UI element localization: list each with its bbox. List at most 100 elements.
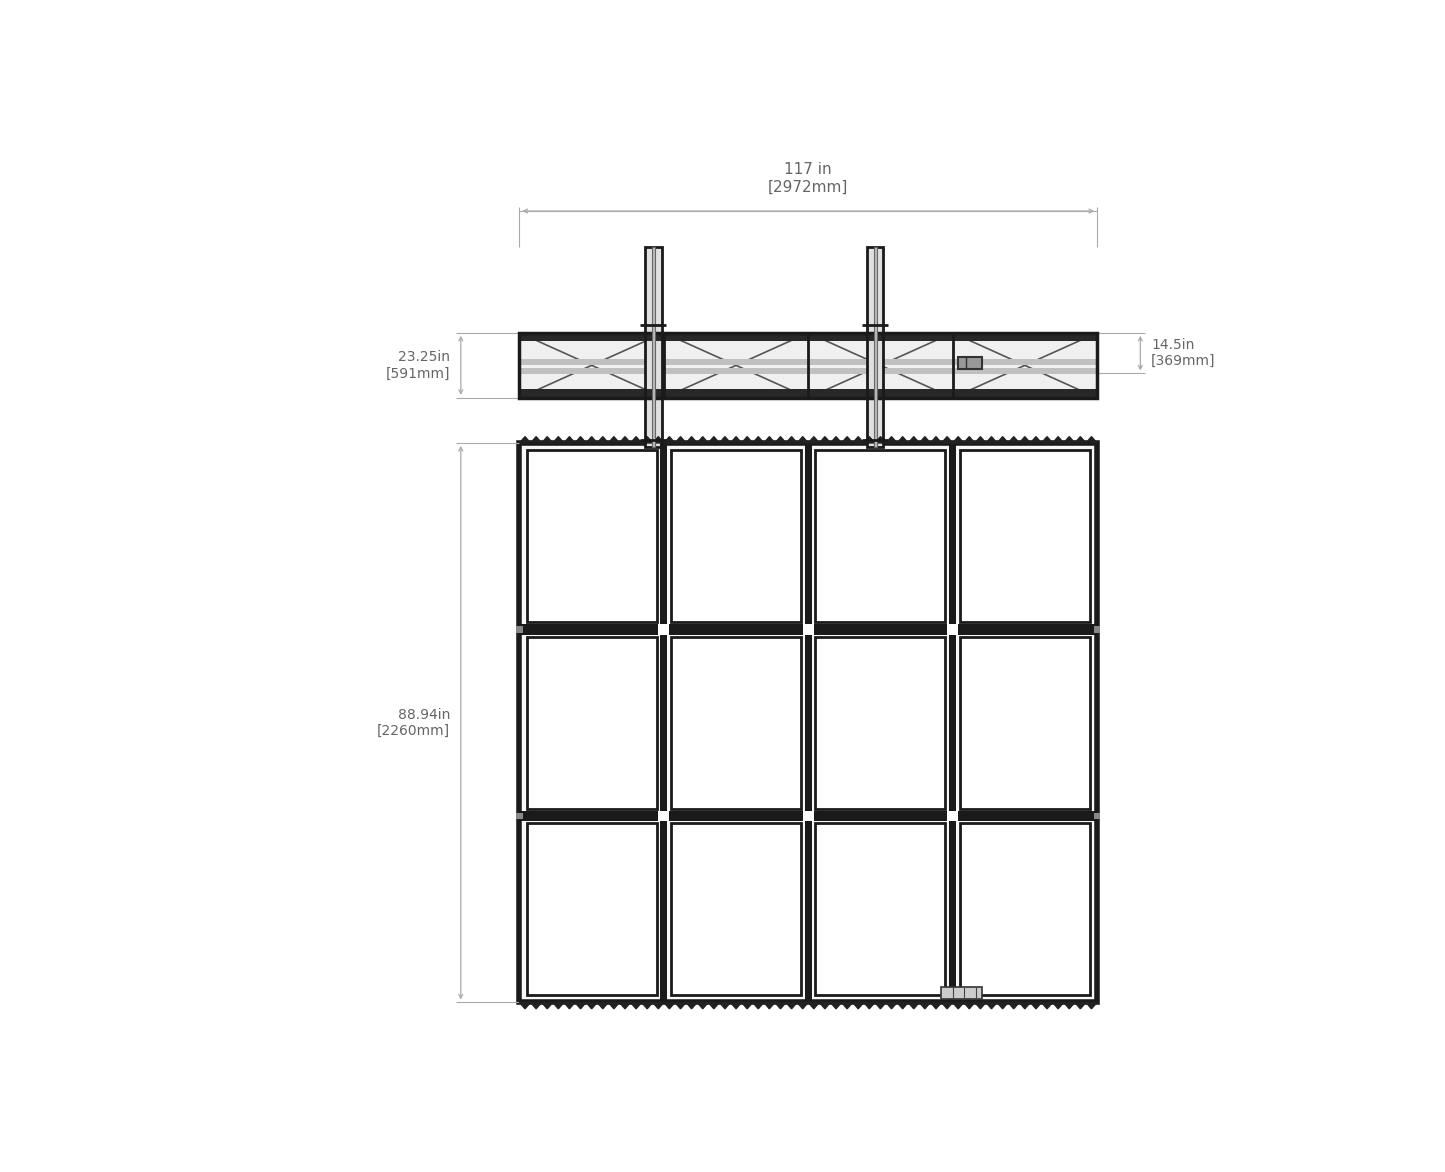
Polygon shape	[831, 1002, 841, 1009]
Polygon shape	[731, 437, 741, 443]
Polygon shape	[1087, 437, 1097, 443]
Polygon shape	[696, 1002, 708, 1009]
Bar	[519, 333, 1097, 397]
Bar	[670, 450, 801, 622]
Polygon shape	[653, 1002, 663, 1009]
Polygon shape	[1042, 437, 1052, 443]
Bar	[519, 333, 1097, 397]
Polygon shape	[696, 437, 708, 443]
Bar	[959, 823, 1090, 995]
Polygon shape	[853, 1002, 864, 1009]
Polygon shape	[1064, 1002, 1075, 1009]
Polygon shape	[720, 1002, 731, 1009]
Polygon shape	[553, 1002, 564, 1009]
Bar	[526, 450, 656, 622]
Bar	[519, 443, 1097, 1002]
Polygon shape	[663, 437, 675, 443]
Polygon shape	[975, 437, 985, 443]
Polygon shape	[630, 1002, 642, 1009]
Bar	[1094, 626, 1100, 633]
Polygon shape	[1030, 437, 1042, 443]
Bar	[670, 636, 801, 809]
Polygon shape	[1064, 437, 1075, 443]
Polygon shape	[597, 437, 608, 443]
Bar	[660, 443, 668, 1002]
Polygon shape	[663, 1002, 675, 1009]
Polygon shape	[1019, 437, 1030, 443]
Polygon shape	[575, 1002, 587, 1009]
Polygon shape	[519, 437, 530, 443]
Bar	[519, 368, 1097, 374]
Bar	[519, 389, 1097, 397]
Polygon shape	[886, 1002, 897, 1009]
Bar	[815, 823, 945, 995]
Polygon shape	[587, 1002, 597, 1009]
Polygon shape	[942, 437, 952, 443]
Bar	[867, 247, 883, 448]
Bar	[519, 333, 1097, 341]
Bar	[941, 987, 981, 999]
Bar	[659, 624, 669, 635]
Bar	[646, 247, 662, 448]
Polygon shape	[819, 1002, 831, 1009]
Polygon shape	[675, 1002, 686, 1009]
Polygon shape	[985, 437, 997, 443]
Polygon shape	[919, 437, 931, 443]
Bar	[805, 443, 812, 1002]
Polygon shape	[775, 437, 786, 443]
Polygon shape	[841, 1002, 853, 1009]
Bar	[516, 626, 523, 633]
Polygon shape	[741, 1002, 753, 1009]
Bar	[874, 247, 877, 448]
Bar	[526, 636, 656, 809]
Bar	[1094, 813, 1100, 819]
Bar	[803, 811, 814, 822]
Text: 23.25in
[591mm]: 23.25in [591mm]	[386, 350, 449, 381]
Polygon shape	[798, 437, 808, 443]
Polygon shape	[1009, 437, 1019, 443]
Bar	[519, 811, 1097, 822]
Polygon shape	[819, 437, 831, 443]
Polygon shape	[975, 1002, 985, 1009]
Bar	[959, 450, 1090, 622]
Polygon shape	[808, 1002, 819, 1009]
Polygon shape	[909, 1002, 919, 1009]
Polygon shape	[897, 1002, 909, 1009]
Polygon shape	[919, 1002, 931, 1009]
Polygon shape	[1019, 1002, 1030, 1009]
Polygon shape	[1052, 1002, 1064, 1009]
Polygon shape	[597, 1002, 608, 1009]
Polygon shape	[864, 437, 874, 443]
Polygon shape	[798, 1002, 808, 1009]
Bar	[670, 823, 801, 995]
Polygon shape	[587, 437, 597, 443]
Bar	[646, 247, 662, 448]
Bar	[959, 636, 1090, 809]
Polygon shape	[530, 437, 542, 443]
Polygon shape	[775, 1002, 786, 1009]
Polygon shape	[764, 437, 775, 443]
Polygon shape	[1087, 1002, 1097, 1009]
Polygon shape	[886, 437, 897, 443]
Polygon shape	[653, 437, 663, 443]
Polygon shape	[909, 437, 919, 443]
Polygon shape	[874, 437, 886, 443]
Bar	[516, 813, 523, 819]
Polygon shape	[985, 1002, 997, 1009]
Polygon shape	[831, 437, 841, 443]
Polygon shape	[808, 437, 819, 443]
Polygon shape	[764, 1002, 775, 1009]
Polygon shape	[720, 437, 731, 443]
Polygon shape	[542, 437, 553, 443]
Bar	[519, 359, 1097, 366]
Polygon shape	[1052, 437, 1064, 443]
Polygon shape	[542, 1002, 553, 1009]
Bar	[519, 624, 1097, 635]
Polygon shape	[1075, 437, 1087, 443]
Bar	[652, 247, 655, 448]
Polygon shape	[753, 437, 764, 443]
Polygon shape	[997, 437, 1009, 443]
Polygon shape	[630, 437, 642, 443]
Polygon shape	[519, 1002, 530, 1009]
Polygon shape	[997, 1002, 1009, 1009]
